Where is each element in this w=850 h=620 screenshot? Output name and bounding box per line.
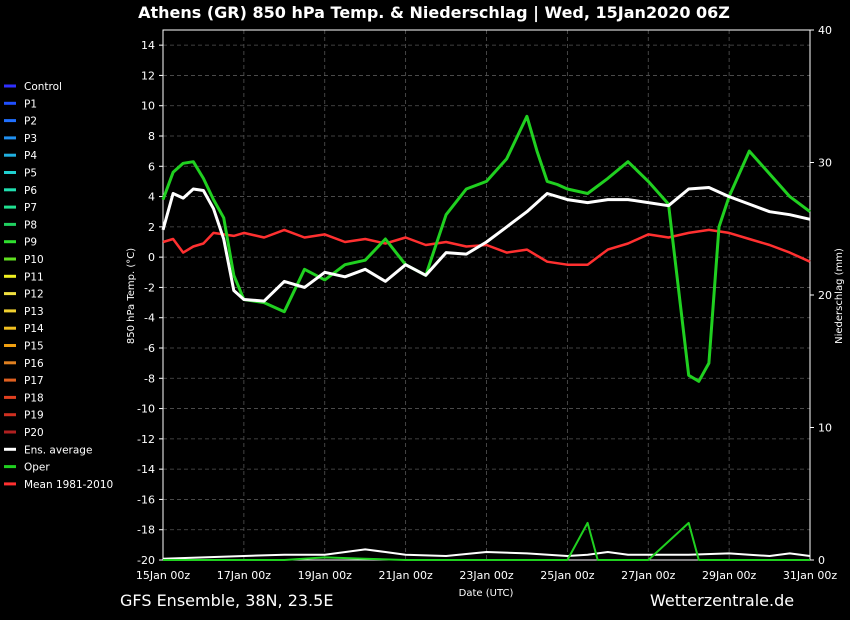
legend-item: Mean 1981-2010 <box>4 479 113 491</box>
y-tick-label-left: 0 <box>148 251 155 264</box>
y-tick-label-left: 6 <box>148 160 155 173</box>
x-tick-label: 17Jan 00z <box>217 569 271 582</box>
y-axis-left-label: 850 hPa Temp. (°C) <box>126 248 137 344</box>
legend-item: P1 <box>4 98 37 110</box>
y-tick-label-left: 2 <box>148 221 155 234</box>
plot-area: 15Jan 00z 17Jan 00z 19Jan 00z 21Jan 00z 23Ja… <box>136 24 837 582</box>
legend-item: P14 <box>4 323 44 335</box>
legend-item: P11 <box>4 271 44 283</box>
legend-label: P14 <box>24 323 44 335</box>
y-tick-label-left: 4 <box>148 191 155 204</box>
x-tick-label: 19Jan 00z <box>298 569 352 582</box>
chart-title: Athens (GR) 850 hPa Temp. & Niederschlag… <box>138 3 730 23</box>
y-tick-label-left: -2 <box>144 281 155 294</box>
y-tick-label-right: 20 <box>818 289 832 302</box>
legend-label: P17 <box>24 375 44 387</box>
y-tick-label-left: -10 <box>137 403 155 416</box>
x-tick-label: 21Jan 00z <box>379 569 433 582</box>
legend-label: P10 <box>24 254 44 266</box>
legend-label: P1 <box>24 98 37 110</box>
legend-label: Mean 1981-2010 <box>24 479 113 491</box>
y-tick-label-left: -18 <box>137 524 155 537</box>
legend-item: P4 <box>4 150 37 162</box>
y-tick-label-left: -12 <box>137 433 155 446</box>
legend-label: P13 <box>24 306 44 318</box>
legend-item: P9 <box>4 237 37 249</box>
y-tick-label-left: 8 <box>148 130 155 143</box>
legend: Control P1 P2 P3 P4 P5 P6 P7 P8 P9 P10 P11 P12 P13 P14… <box>4 81 113 491</box>
legend-item: P20 <box>4 427 44 439</box>
legend-item: P19 <box>4 410 44 422</box>
legend-label: P6 <box>24 185 37 197</box>
footer-site-name: Wetterzentrale.de <box>650 591 794 610</box>
y-tick-label-left: -16 <box>137 493 155 506</box>
series-line-oper <box>161 114 811 383</box>
y-tick-label-right: 10 <box>818 422 832 435</box>
series-line-ens-average <box>161 186 811 303</box>
legend-label: P7 <box>24 202 37 214</box>
y-tick-label-left: -6 <box>144 342 155 355</box>
legend-item: P8 <box>4 219 37 231</box>
legend-item: Oper <box>4 462 50 474</box>
legend-label: P11 <box>24 271 44 283</box>
x-tick-label: 29Jan 00z <box>702 569 756 582</box>
y-tick-label-left: 10 <box>141 100 155 113</box>
precip-line-oper <box>163 521 810 561</box>
x-tick-label: 27Jan 00z <box>621 569 675 582</box>
y-tick-label-left: -4 <box>144 312 155 325</box>
legend-item: P16 <box>4 358 44 370</box>
legend-item: P3 <box>4 133 37 145</box>
legend-item: P5 <box>4 168 37 180</box>
legend-item: P10 <box>4 254 44 266</box>
legend-label: P15 <box>24 341 44 353</box>
y-tick-label-left: -20 <box>137 554 155 567</box>
legend-label: P4 <box>24 150 37 162</box>
legend-label: P19 <box>24 410 44 422</box>
legend-item: P2 <box>4 116 37 128</box>
legend-item: P18 <box>4 392 44 404</box>
y-tick-label-left: -14 <box>137 463 155 476</box>
legend-label: P18 <box>24 392 44 404</box>
legend-label: Control <box>24 81 62 93</box>
y-axis-right-label: Niederschlag (mm) <box>834 248 845 344</box>
legend-item: P13 <box>4 306 44 318</box>
legend-label: Ens. average <box>24 444 92 456</box>
legend-item: P15 <box>4 341 44 353</box>
legend-label: Oper <box>24 462 50 474</box>
legend-label: P3 <box>24 133 37 145</box>
x-axis-label: Date (UTC) <box>459 588 514 599</box>
legend-label: P2 <box>24 116 37 128</box>
x-tick-label: 15Jan 00z <box>136 569 190 582</box>
legend-label: P16 <box>24 358 44 370</box>
legend-label: P9 <box>24 237 37 249</box>
y-tick-label-left: 12 <box>141 69 155 82</box>
legend-item: P17 <box>4 375 44 387</box>
legend-item: P6 <box>4 185 37 197</box>
legend-label: P8 <box>24 219 37 231</box>
legend-item: P7 <box>4 202 37 214</box>
legend-label: P5 <box>24 168 37 180</box>
x-tick-label: 31Jan 00z <box>783 569 837 582</box>
y-tick-label-left: 14 <box>141 39 155 52</box>
legend-label: P12 <box>24 289 44 301</box>
y-tick-label-left: -8 <box>144 372 155 385</box>
legend-label: P20 <box>24 427 44 439</box>
precip-line-ens-average <box>162 548 811 560</box>
x-tick-label: 25Jan 00z <box>540 569 594 582</box>
y-tick-label-right: 0 <box>818 554 825 567</box>
footer-model-info: GFS Ensemble, 38N, 23.5E <box>120 591 333 610</box>
legend-item: P12 <box>4 289 44 301</box>
y-tick-label-right: 40 <box>818 24 832 37</box>
legend-item: Control <box>4 81 62 93</box>
y-tick-label-right: 30 <box>818 157 832 170</box>
x-tick-label: 23Jan 00z <box>459 569 513 582</box>
legend-item: Ens. average <box>4 444 92 456</box>
